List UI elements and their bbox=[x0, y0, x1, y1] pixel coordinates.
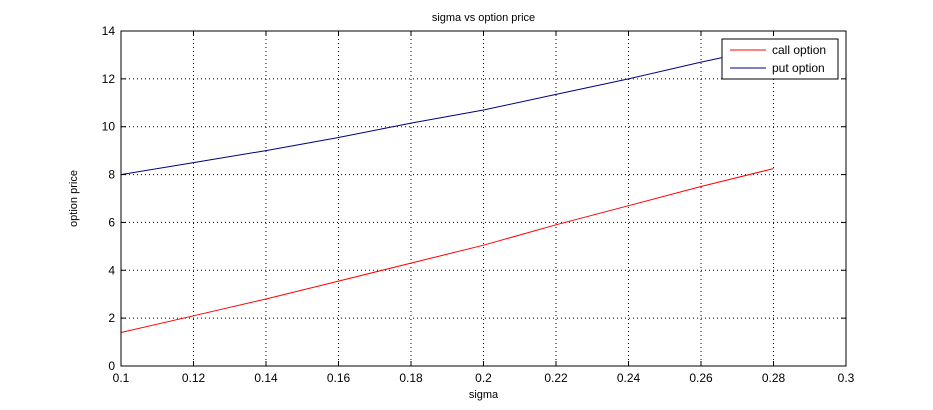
chart-title: sigma vs option price bbox=[432, 12, 535, 24]
x-tick-label: 0.14 bbox=[254, 371, 278, 385]
series-layer bbox=[120, 46, 774, 333]
series-line-call-option bbox=[120, 168, 774, 333]
legend: call option put option bbox=[721, 38, 839, 80]
y-tick-label: 8 bbox=[108, 168, 115, 182]
y-tick-label: 10 bbox=[102, 120, 116, 134]
x-tick-label: 0.3 bbox=[838, 371, 855, 385]
y-tick-label: 12 bbox=[102, 72, 116, 86]
x-tick-label: 0.24 bbox=[617, 371, 641, 385]
y-tick-label: 0 bbox=[108, 359, 115, 373]
x-tick-label: 0.2 bbox=[475, 371, 492, 385]
tick-layer: 0.1 0.12 0.14 0.16 0.18 0.2 0.22 0.24 0.26 0.28 0.… bbox=[102, 24, 855, 385]
y-tick-label: 6 bbox=[108, 215, 115, 229]
legend-box bbox=[721, 38, 839, 80]
x-tick-label: 0.28 bbox=[762, 371, 786, 385]
y-axis-label: option price bbox=[68, 170, 80, 227]
x-tick-label: 0.26 bbox=[689, 371, 713, 385]
y-tick-label: 4 bbox=[108, 263, 115, 277]
legend-label: call option bbox=[772, 43, 826, 57]
grid bbox=[121, 31, 846, 366]
y-tick-label: 2 bbox=[108, 311, 115, 325]
x-tick-label: 0.18 bbox=[399, 371, 423, 385]
x-tick-label: 0.12 bbox=[182, 371, 206, 385]
series-line-put-option bbox=[120, 46, 774, 176]
legend-label: put option bbox=[772, 61, 825, 75]
x-tick-label: 0.1 bbox=[113, 371, 130, 385]
y-tick-label: 14 bbox=[102, 24, 116, 38]
x-axis-label: sigma bbox=[469, 389, 499, 401]
x-tick-label: 0.22 bbox=[544, 371, 568, 385]
x-tick-label: 0.16 bbox=[327, 371, 351, 385]
